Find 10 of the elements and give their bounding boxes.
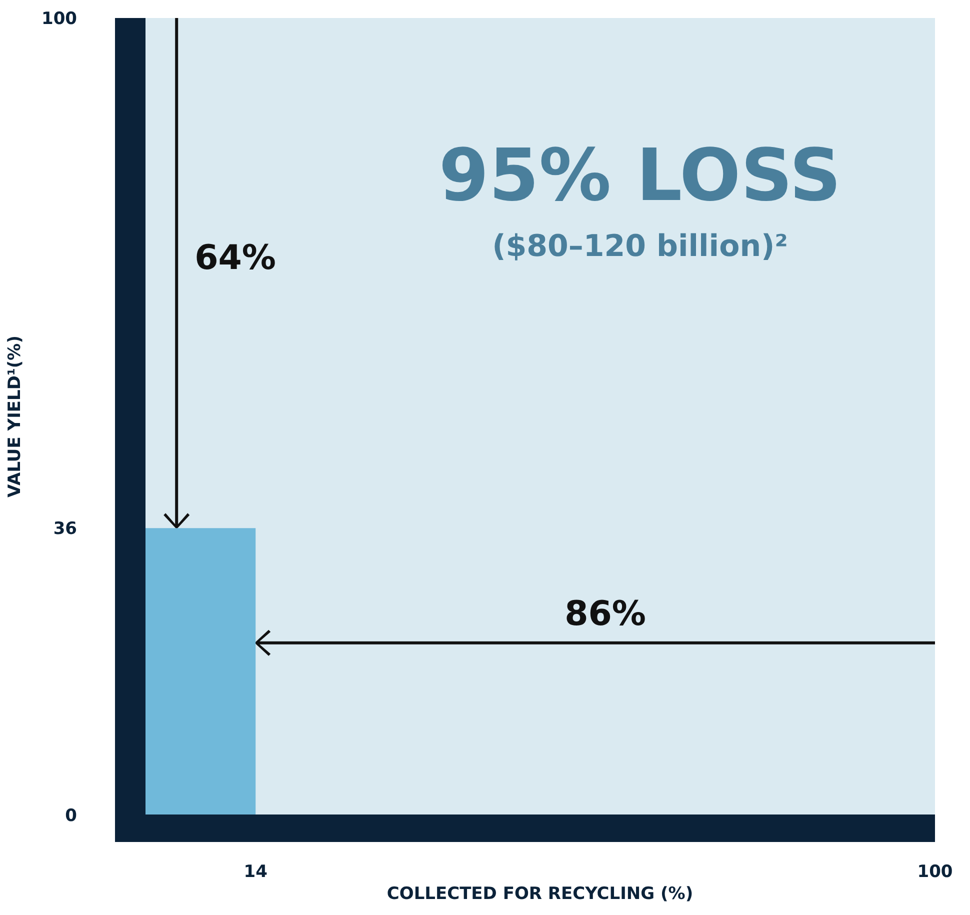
annotation: 95% LOSS: [438, 133, 842, 217]
x-axis-title: COLLECTED FOR RECYCLING (%): [386, 884, 694, 904]
annotation: 86%: [564, 594, 646, 634]
annotation: 64%: [194, 238, 276, 278]
y-axis-title: VALUE YIELD¹(%): [5, 336, 26, 498]
annotation: ($80–120 billion)²: [492, 229, 788, 264]
x-tick-label: 14: [244, 862, 268, 882]
y-tick-label: 0: [65, 806, 78, 826]
y-tick-label: 100: [42, 9, 78, 30]
y-tick-label: 36: [53, 519, 77, 540]
